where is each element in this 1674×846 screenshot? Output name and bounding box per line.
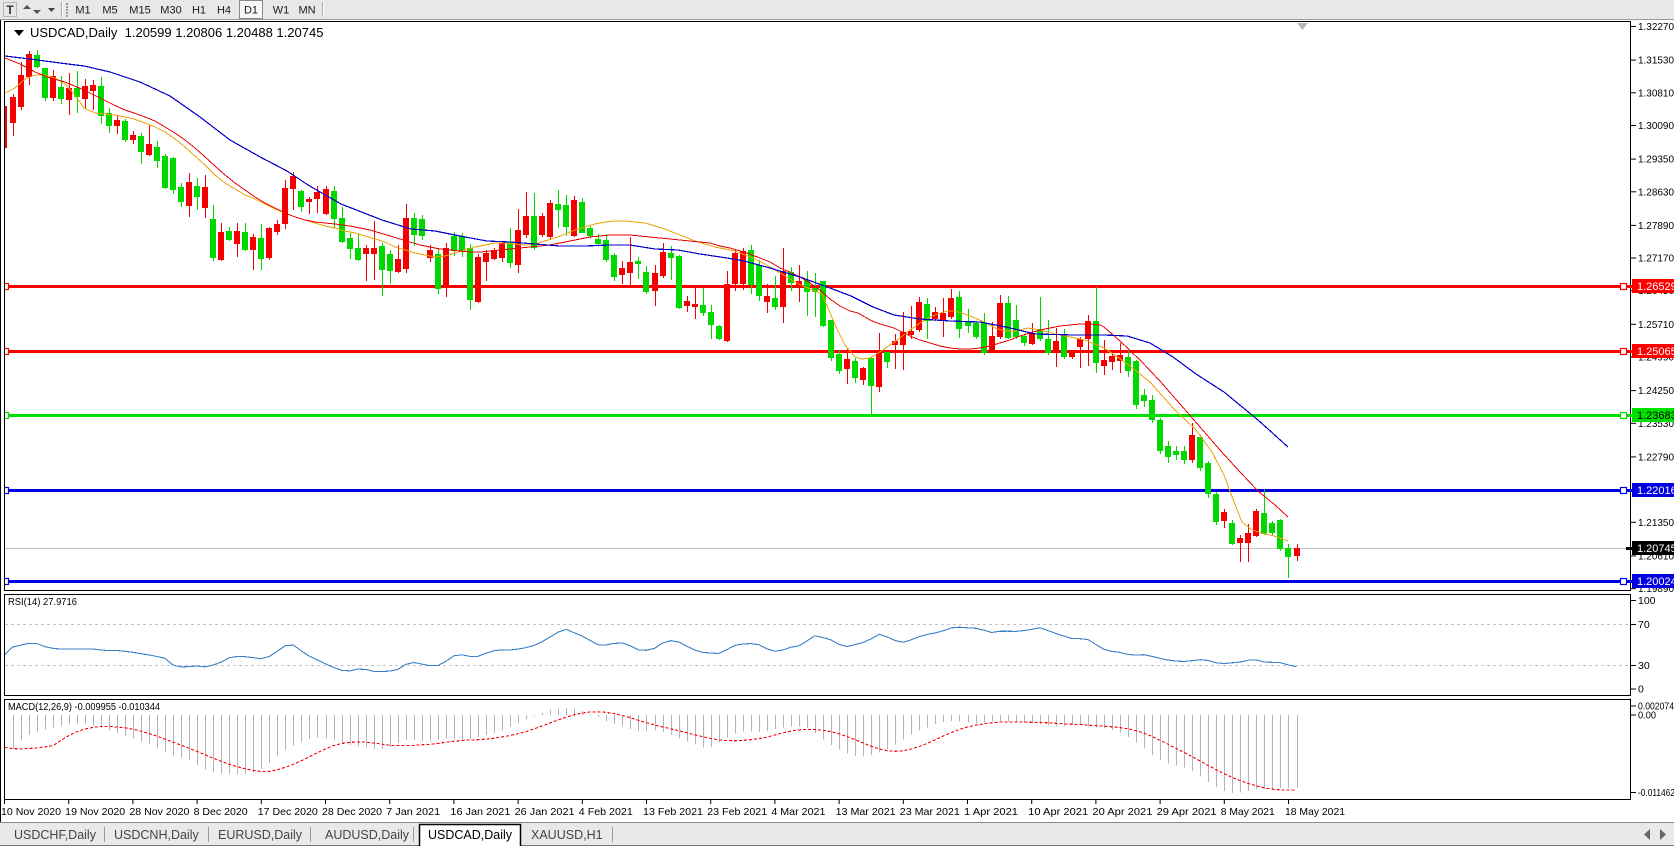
svg-text:28 Nov 2020: 28 Nov 2020: [129, 806, 189, 818]
svg-text:1.22016: 1.22016: [1637, 485, 1674, 497]
svg-text:W1: W1: [273, 5, 290, 17]
svg-text:1.28630: 1.28630: [1638, 186, 1674, 198]
svg-text:23 Mar 2021: 23 Mar 2021: [900, 806, 960, 818]
svg-text:20 Apr 2021: 20 Apr 2021: [1092, 806, 1152, 818]
svg-text:1.30810: 1.30810: [1638, 87, 1674, 99]
svg-text:1.23683: 1.23683: [1637, 410, 1674, 422]
svg-text:19 Nov 2020: 19 Nov 2020: [65, 806, 125, 818]
svg-text:10 Nov 2020: 10 Nov 2020: [1, 806, 61, 818]
svg-text:D1: D1: [244, 5, 258, 17]
svg-text:1.25710: 1.25710: [1638, 319, 1674, 331]
svg-text:10 Apr 2021: 10 Apr 2021: [1028, 806, 1088, 818]
svg-text:T: T: [6, 3, 14, 17]
svg-text:29 Apr 2021: 29 Apr 2021: [1157, 806, 1217, 818]
svg-text:1.32270: 1.32270: [1638, 21, 1674, 33]
svg-text:USDCAD,Daily: USDCAD,Daily: [428, 828, 513, 842]
svg-text:M1: M1: [75, 5, 90, 17]
svg-text:16 Jan 2021: 16 Jan 2021: [450, 806, 510, 818]
svg-text:8 May 2021: 8 May 2021: [1221, 806, 1275, 818]
svg-text:USDCAD,Daily 1.20599 1.20806: USDCAD,Daily 1.20599 1.20806 1.20488 1.2…: [30, 25, 323, 40]
svg-text:1.20024: 1.20024: [1637, 576, 1674, 588]
svg-text:1.20745: 1.20745: [1637, 543, 1674, 555]
svg-text:0: 0: [1638, 684, 1644, 696]
svg-text:H1: H1: [192, 5, 206, 17]
svg-text:1.27170: 1.27170: [1638, 253, 1674, 265]
svg-text:XAUUSD,H1: XAUUSD,H1: [531, 828, 603, 842]
svg-text:0.00: 0.00: [1638, 710, 1656, 722]
svg-text:0.002074: 0.002074: [1638, 701, 1674, 713]
svg-text:4 Mar 2021: 4 Mar 2021: [771, 806, 825, 818]
svg-text:17 Dec 2020: 17 Dec 2020: [258, 806, 318, 818]
svg-text:1.25065: 1.25065: [1637, 346, 1674, 358]
svg-text:7 Jan 2021: 7 Jan 2021: [386, 806, 440, 818]
svg-text:1.29350: 1.29350: [1638, 154, 1674, 166]
svg-text:1.22790: 1.22790: [1638, 451, 1674, 463]
svg-text:-0.011462: -0.011462: [1638, 787, 1674, 799]
svg-text:1 Apr 2021: 1 Apr 2021: [964, 806, 1018, 818]
svg-text:13 Feb 2021: 13 Feb 2021: [643, 806, 703, 818]
svg-text:MN: MN: [298, 5, 315, 17]
svg-text:1.26529: 1.26529: [1637, 281, 1674, 293]
svg-text:4 Feb 2021: 4 Feb 2021: [579, 806, 633, 818]
svg-text:MACD(12,26,9) -0.009955 -0.010: MACD(12,26,9) -0.009955 -0.010344: [8, 702, 160, 713]
svg-text:USDCHF,Daily: USDCHF,Daily: [14, 828, 97, 842]
svg-text:1.21350: 1.21350: [1638, 517, 1674, 529]
svg-text:28 Dec 2020: 28 Dec 2020: [322, 806, 382, 818]
svg-text:EURUSD,Daily: EURUSD,Daily: [218, 828, 303, 842]
svg-text:23 Feb 2021: 23 Feb 2021: [707, 806, 767, 818]
svg-text:1.31530: 1.31530: [1638, 55, 1674, 67]
svg-text:13 Mar 2021: 13 Mar 2021: [836, 806, 896, 818]
svg-text:1.24250: 1.24250: [1638, 385, 1674, 397]
svg-text:30: 30: [1638, 660, 1650, 672]
svg-text:RSI(14) 27.9716: RSI(14) 27.9716: [8, 597, 77, 608]
svg-text:M30: M30: [160, 5, 181, 17]
svg-text:1.27890: 1.27890: [1638, 220, 1674, 232]
svg-text:M5: M5: [102, 5, 117, 17]
svg-text:1.30090: 1.30090: [1638, 120, 1674, 132]
svg-text:70: 70: [1638, 619, 1650, 631]
svg-text:USDCNH,Daily: USDCNH,Daily: [114, 828, 199, 842]
svg-text:100: 100: [1638, 595, 1656, 607]
svg-text:M15: M15: [129, 5, 150, 17]
svg-text:AUDUSD,Daily: AUDUSD,Daily: [325, 828, 410, 842]
svg-text:8 Dec 2020: 8 Dec 2020: [194, 806, 248, 818]
svg-text:H4: H4: [217, 5, 231, 17]
svg-text:18 May 2021: 18 May 2021: [1285, 806, 1345, 818]
svg-text:26 Jan 2021: 26 Jan 2021: [515, 806, 575, 818]
